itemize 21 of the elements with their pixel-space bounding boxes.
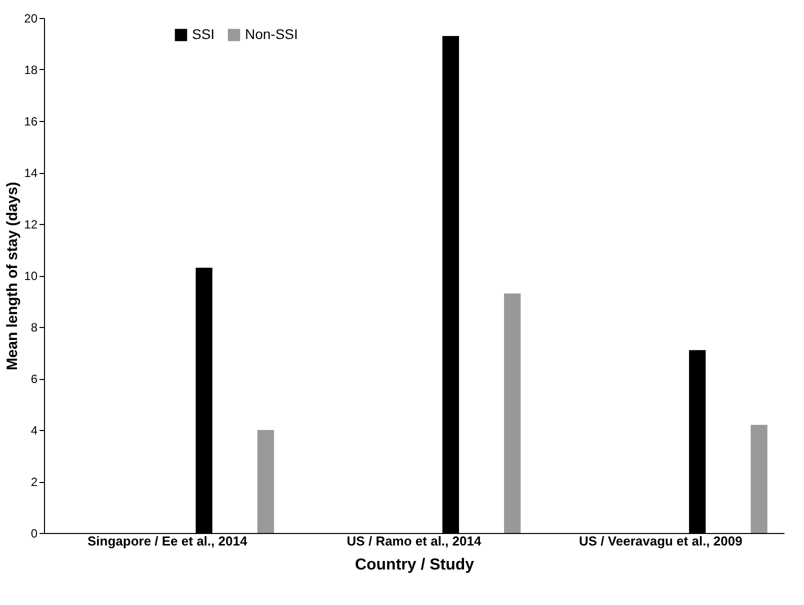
y-tick-label: 14 <box>24 166 38 180</box>
y-axis-title: Mean length of stay (days) <box>4 182 22 370</box>
x-tick-label: US / Ramo et al., 2014 <box>346 534 482 548</box>
legend-label: Non-SSI <box>245 26 298 42</box>
x-tick-label: Singapore / Ee et al., 2014 <box>87 534 248 548</box>
y-tick-label: 18 <box>24 63 38 77</box>
y-tick-label: 20 <box>24 12 38 26</box>
bar <box>504 294 521 533</box>
y-tick-label: 8 <box>30 320 38 334</box>
bar <box>750 424 768 533</box>
x-tick-label: US / Veeravagu et al., 2009 <box>579 534 742 548</box>
y-tick-label: 10 <box>24 269 38 283</box>
bar <box>257 430 274 533</box>
y-tick-label: 0 <box>30 526 38 540</box>
y-tick-label: 6 <box>30 372 38 386</box>
y-tick-label: 2 <box>30 475 38 489</box>
y-tick-label: 16 <box>24 114 38 128</box>
x-axis-title: Country / Study <box>354 556 474 574</box>
legend-label: SSI <box>192 26 215 42</box>
y-tick-label: 4 <box>30 424 38 438</box>
y-tick-label: 12 <box>24 218 38 232</box>
